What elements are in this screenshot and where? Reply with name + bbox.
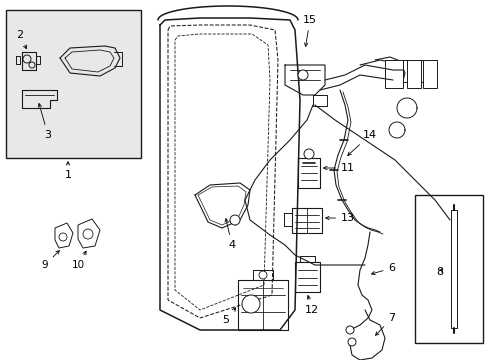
Circle shape — [297, 70, 307, 80]
Text: 11: 11 — [323, 163, 354, 173]
Circle shape — [29, 62, 35, 68]
Text: 6: 6 — [371, 263, 395, 275]
Text: 2: 2 — [17, 30, 26, 49]
Text: 5: 5 — [222, 308, 235, 325]
Circle shape — [259, 271, 266, 279]
Circle shape — [242, 295, 260, 313]
FancyBboxPatch shape — [414, 60, 426, 82]
FancyBboxPatch shape — [6, 10, 141, 158]
Circle shape — [83, 229, 93, 239]
Circle shape — [59, 233, 67, 241]
Text: 12: 12 — [305, 296, 318, 315]
Text: 9: 9 — [41, 251, 59, 270]
Circle shape — [346, 326, 353, 334]
Text: 14: 14 — [347, 130, 376, 156]
Text: 4: 4 — [224, 219, 235, 250]
FancyBboxPatch shape — [406, 60, 420, 88]
FancyBboxPatch shape — [394, 60, 410, 82]
Circle shape — [304, 149, 313, 159]
Text: 15: 15 — [303, 15, 316, 46]
Circle shape — [347, 338, 355, 346]
Circle shape — [229, 215, 240, 225]
FancyBboxPatch shape — [414, 195, 482, 343]
Text: 7: 7 — [375, 313, 395, 335]
Text: 10: 10 — [71, 251, 86, 270]
FancyBboxPatch shape — [384, 60, 402, 88]
Text: 3: 3 — [38, 104, 51, 140]
Text: 1: 1 — [64, 162, 71, 180]
Text: 13: 13 — [325, 213, 354, 223]
FancyBboxPatch shape — [422, 60, 436, 88]
Circle shape — [23, 55, 31, 63]
Text: 8: 8 — [436, 267, 443, 277]
